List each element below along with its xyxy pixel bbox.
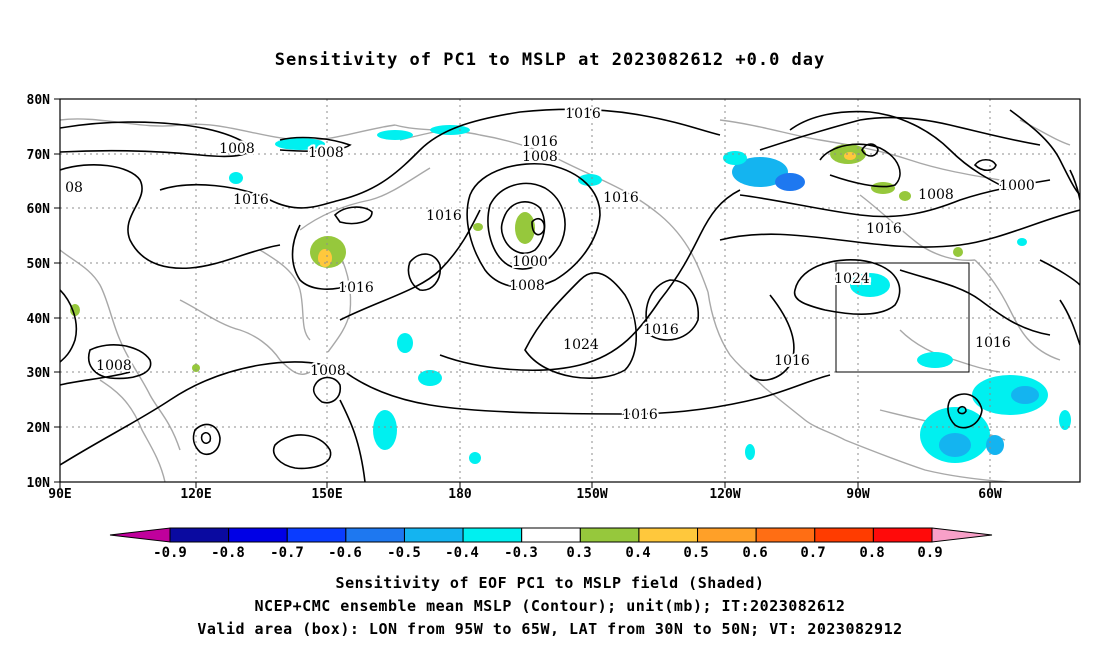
colorbar-cell xyxy=(462,527,523,543)
colorbar-labels: -0.9 -0.8 -0.7 -0.6 -0.5 -0.4 -0.3 0.3 0… xyxy=(153,545,943,561)
colorbar-label: -0.7 xyxy=(270,545,304,561)
colorbar-cell xyxy=(521,527,581,543)
contour-label: 1008 xyxy=(522,149,558,165)
colorbar: -0.9 -0.8 -0.7 -0.6 -0.5 -0.4 -0.3 0.3 0… xyxy=(109,527,993,561)
colorbar-label: 0.4 xyxy=(625,545,650,561)
lon-label: 90W xyxy=(846,487,870,502)
contour-label: 1016 xyxy=(338,280,374,296)
lat-label: 30N xyxy=(27,366,51,381)
contour-label: 1016 xyxy=(426,208,462,224)
lon-label: 120W xyxy=(709,487,740,502)
lat-label: 80N xyxy=(27,93,51,108)
colorbar-cell xyxy=(345,527,405,543)
lon-label: 180 xyxy=(448,487,472,502)
caption-line-3: Valid area (box): LON from 95W to 65W, L… xyxy=(197,620,903,638)
contour-label: 1016 xyxy=(774,353,810,369)
contour-label: 1008 xyxy=(509,278,545,294)
lon-labels: 90E 120E 150E 180 150W 120W 90W 60W xyxy=(48,487,1002,502)
colorbar-label: -0.3 xyxy=(504,545,538,561)
lat-label: 70N xyxy=(27,148,51,163)
colorbar-right-tip xyxy=(931,527,993,543)
colorbar-label: -0.6 xyxy=(328,545,362,561)
contour-label: 1008 xyxy=(96,358,132,374)
lon-label: 120E xyxy=(180,487,211,502)
contour-label: 1016 xyxy=(603,190,639,206)
contour-label: 1016 xyxy=(233,192,269,208)
colorbar-cell xyxy=(755,527,816,543)
contour-label-partial: 08 xyxy=(65,180,83,196)
contour-label: 1008 xyxy=(310,363,346,379)
lat-label: 60N xyxy=(27,202,51,217)
contour-label: 1000 xyxy=(512,254,548,270)
colorbar-cell xyxy=(579,527,640,543)
colorbar-cell xyxy=(697,527,757,543)
lat-label: 10N xyxy=(27,476,51,491)
caption-line-2: NCEP+CMC ensemble mean MSLP (Contour); u… xyxy=(254,597,846,615)
colorbar-label: -0.8 xyxy=(211,545,245,561)
contour-label: 1008 xyxy=(308,145,344,161)
contour-label: 1024 xyxy=(834,271,870,287)
colorbar-left-tip xyxy=(109,527,171,543)
colorbar-label: 0.9 xyxy=(917,545,942,561)
contour-label: 1000 xyxy=(999,178,1035,194)
contour-label: 1016 xyxy=(565,106,601,122)
contour-label: 1016 xyxy=(643,322,679,338)
contour-label: 1008 xyxy=(219,141,255,157)
colorbar-label: 0.3 xyxy=(566,545,591,561)
colorbar-label: -0.9 xyxy=(153,545,187,561)
lon-label: 90E xyxy=(48,487,71,502)
contour-label: 1016 xyxy=(522,134,558,150)
contour-label: 1016 xyxy=(622,407,658,423)
contour-label: 1024 xyxy=(563,337,599,353)
lat-labels: 80N 70N 60N 50N 40N 30N 20N 10N xyxy=(27,93,51,491)
colorbar-cell xyxy=(403,527,464,543)
colorbar-cell xyxy=(228,527,288,543)
colorbar-cell xyxy=(286,527,347,543)
colorbar-label: 0.5 xyxy=(683,545,708,561)
caption-line-1: Sensitivity of EOF PC1 to MSLP field (Sh… xyxy=(335,574,765,592)
colorbar-cell xyxy=(872,527,933,543)
colorbar-label: 0.6 xyxy=(742,545,767,561)
colorbar-label: 0.8 xyxy=(859,545,884,561)
lon-label: 150W xyxy=(576,487,607,502)
lat-label: 40N xyxy=(27,312,51,327)
colorbar-label: -0.4 xyxy=(445,545,479,561)
contour-label: 1008 xyxy=(918,187,954,203)
contour-label: 1016 xyxy=(975,335,1011,351)
lon-label: 150E xyxy=(311,487,342,502)
colorbar-cells xyxy=(169,527,933,543)
lat-label: 20N xyxy=(27,421,51,436)
lat-label: 50N xyxy=(27,257,51,272)
gridlines xyxy=(60,99,1080,482)
contour-labels: 1016 1008 1008 1016 1008 1016 1016 1016 … xyxy=(94,104,1037,425)
colorbar-cell xyxy=(638,527,699,543)
axis-ticks xyxy=(54,98,991,488)
map-title: Sensitivity of PC1 to MSLP at 2023082612… xyxy=(274,50,826,70)
mslp-contours xyxy=(60,108,1080,482)
shaded-sensitivity xyxy=(70,125,1071,464)
colorbar-label: 0.7 xyxy=(800,545,825,561)
map-frame xyxy=(59,98,1081,483)
valid-area-box xyxy=(835,262,970,373)
contour-label: 1016 xyxy=(866,221,902,237)
lon-label: 60W xyxy=(978,487,1002,502)
colorbar-label: -0.5 xyxy=(387,545,421,561)
colorbar-cell xyxy=(814,527,874,543)
colorbar-cell xyxy=(169,527,230,543)
